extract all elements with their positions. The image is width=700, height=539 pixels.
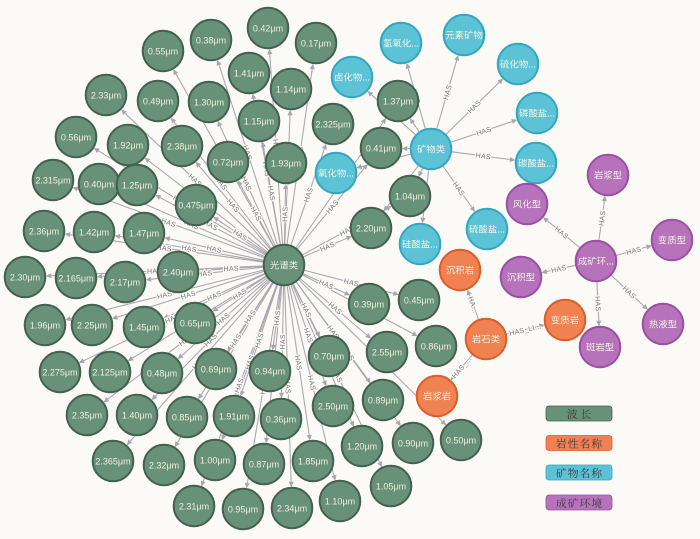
svg-text:HAS: HAS (593, 296, 601, 312)
svg-text:0.72μm: 0.72μm (213, 157, 243, 167)
svg-text:2.365μm: 2.365μm (95, 456, 130, 466)
svg-text:0.89μm: 0.89μm (368, 395, 398, 405)
svg-text:0.94μm: 0.94μm (255, 366, 285, 376)
svg-text:2.50μm: 2.50μm (318, 401, 348, 411)
svg-text:0.55μm: 0.55μm (148, 46, 178, 56)
svg-text:0.90μm: 0.90μm (398, 438, 428, 448)
svg-text:0.70μm: 0.70μm (314, 351, 344, 361)
svg-text:0.38μm: 0.38μm (196, 35, 226, 45)
svg-text:2.35μm: 2.35μm (72, 410, 102, 420)
svg-text:2.40μm: 2.40μm (163, 267, 193, 277)
svg-text:2.25μm: 2.25μm (77, 320, 107, 330)
svg-text:0.40μm: 0.40μm (84, 179, 114, 189)
svg-text:1.45μm: 1.45μm (129, 322, 159, 332)
svg-text:2.34μm: 2.34μm (277, 503, 307, 513)
svg-text:2.17μm: 2.17μm (110, 277, 140, 287)
svg-text:1.91μm: 1.91μm (219, 411, 249, 421)
svg-text:2.31μm: 2.31μm (179, 501, 209, 511)
svg-text:1.00μm: 1.00μm (200, 455, 230, 465)
svg-text:1.85μm: 1.85μm (298, 456, 328, 466)
svg-text:2.165μm: 2.165μm (58, 273, 93, 283)
svg-text:2.125μm: 2.125μm (92, 367, 127, 377)
svg-text:0.475μm: 0.475μm (178, 200, 213, 210)
svg-text:0.69μm: 0.69μm (201, 364, 231, 374)
svg-text:2.38μm: 2.38μm (167, 141, 197, 151)
svg-text:0.17μm: 0.17μm (301, 38, 331, 48)
svg-text:0.87μm: 0.87μm (249, 459, 279, 469)
svg-text:0.48μm: 0.48μm (147, 368, 177, 378)
svg-text:0.42μm: 0.42μm (253, 23, 283, 33)
svg-text:1.14μm: 1.14μm (276, 84, 306, 94)
svg-text:1.41μm: 1.41μm (234, 68, 264, 78)
svg-text:0.41μm: 0.41μm (366, 143, 396, 153)
svg-text:1.05μm: 1.05μm (376, 481, 406, 491)
svg-text:1.30μm: 1.30μm (194, 97, 224, 107)
svg-text:0.85μm: 0.85μm (172, 412, 202, 422)
svg-text:0.39μm: 0.39μm (354, 299, 384, 309)
svg-text:0.95μm: 0.95μm (228, 504, 258, 514)
svg-text:2.275μm: 2.275μm (42, 367, 77, 377)
svg-text:1.10μm: 1.10μm (325, 496, 355, 506)
svg-text:0.45μm: 0.45μm (404, 295, 434, 305)
svg-text:2.33μm: 2.33μm (91, 90, 121, 100)
svg-text:HAS: HAS (223, 265, 239, 273)
svg-text:2.20μm: 2.20μm (356, 223, 386, 233)
svg-text:2.325μm: 2.325μm (315, 119, 350, 129)
svg-text:0.49μm: 0.49μm (143, 96, 173, 106)
svg-text:1.92μm: 1.92μm (113, 140, 143, 150)
svg-text:1.93μm: 1.93μm (271, 158, 301, 168)
svg-text:1.04μm: 1.04μm (395, 191, 425, 201)
svg-text:1.42μm: 1.42μm (79, 227, 109, 237)
svg-text:0.56μm: 0.56μm (61, 132, 91, 142)
svg-text:HAS: HAS (282, 206, 289, 221)
svg-text:1.20μm: 1.20μm (347, 441, 377, 451)
svg-text:2.36μm: 2.36μm (29, 226, 59, 236)
svg-text:0.86μm: 0.86μm (421, 341, 451, 351)
svg-text:1.25μm: 1.25μm (122, 180, 152, 190)
svg-text:0.36μm: 0.36μm (266, 414, 296, 424)
svg-text:2.315μm: 2.315μm (35, 175, 70, 185)
svg-text:1.96μm: 1.96μm (30, 320, 60, 330)
svg-text:1.37μm: 1.37μm (383, 96, 413, 106)
svg-text:1.15μm: 1.15μm (244, 116, 274, 126)
svg-text:0.50μm: 0.50μm (446, 435, 476, 445)
svg-text:HAS: HAS (280, 334, 287, 349)
svg-text:2.55μm: 2.55μm (372, 347, 402, 357)
svg-text:2.32μm: 2.32μm (149, 460, 179, 470)
svg-text:1.40μm: 1.40μm (122, 410, 152, 420)
svg-text:2.30μm: 2.30μm (10, 272, 40, 282)
svg-text:1.47μm: 1.47μm (129, 228, 159, 238)
svg-text:0.65μm: 0.65μm (180, 318, 210, 328)
